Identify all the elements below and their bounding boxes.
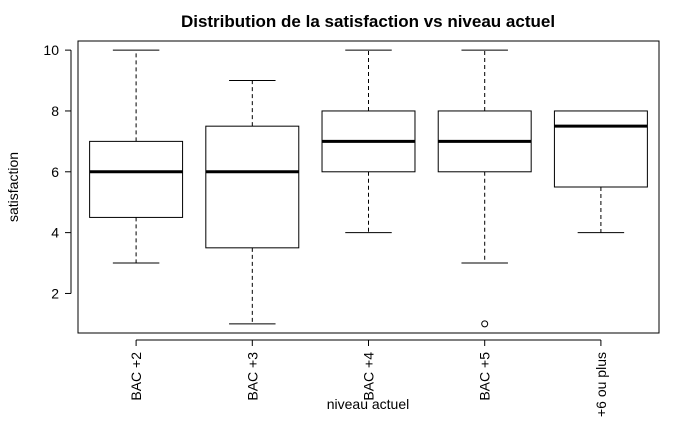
box-5 xyxy=(553,110,648,188)
x-tick-label: BAC +5 xyxy=(477,352,493,401)
x-axis-label: niveau actuel xyxy=(327,396,410,412)
box-2 xyxy=(205,125,300,249)
chart-title: Distribution de la satisfaction vs nivea… xyxy=(181,12,555,31)
x-tick-label: BAC +2 xyxy=(128,352,144,401)
box-1 xyxy=(89,140,184,218)
y-tick-label: 2 xyxy=(51,285,59,301)
y-tick-label: 10 xyxy=(43,42,59,58)
x-tick-label: BAC +4 xyxy=(361,352,377,401)
y-tick-label: 6 xyxy=(51,164,59,180)
plot-area: 2 4 6 8 10 BAC +2 BAC +3 BAC +4 BAC +5 +6 ou plus xyxy=(43,40,660,417)
outlier-point xyxy=(481,320,489,328)
y-tick-label: 4 xyxy=(51,225,59,241)
x-tick-label: +6 ou plus xyxy=(593,352,609,417)
x-tick-label: BAC +3 xyxy=(244,352,260,401)
y-axis-label: satisfaction xyxy=(5,152,21,222)
plot-frame xyxy=(77,40,660,334)
y-tick-label: 8 xyxy=(51,103,59,119)
